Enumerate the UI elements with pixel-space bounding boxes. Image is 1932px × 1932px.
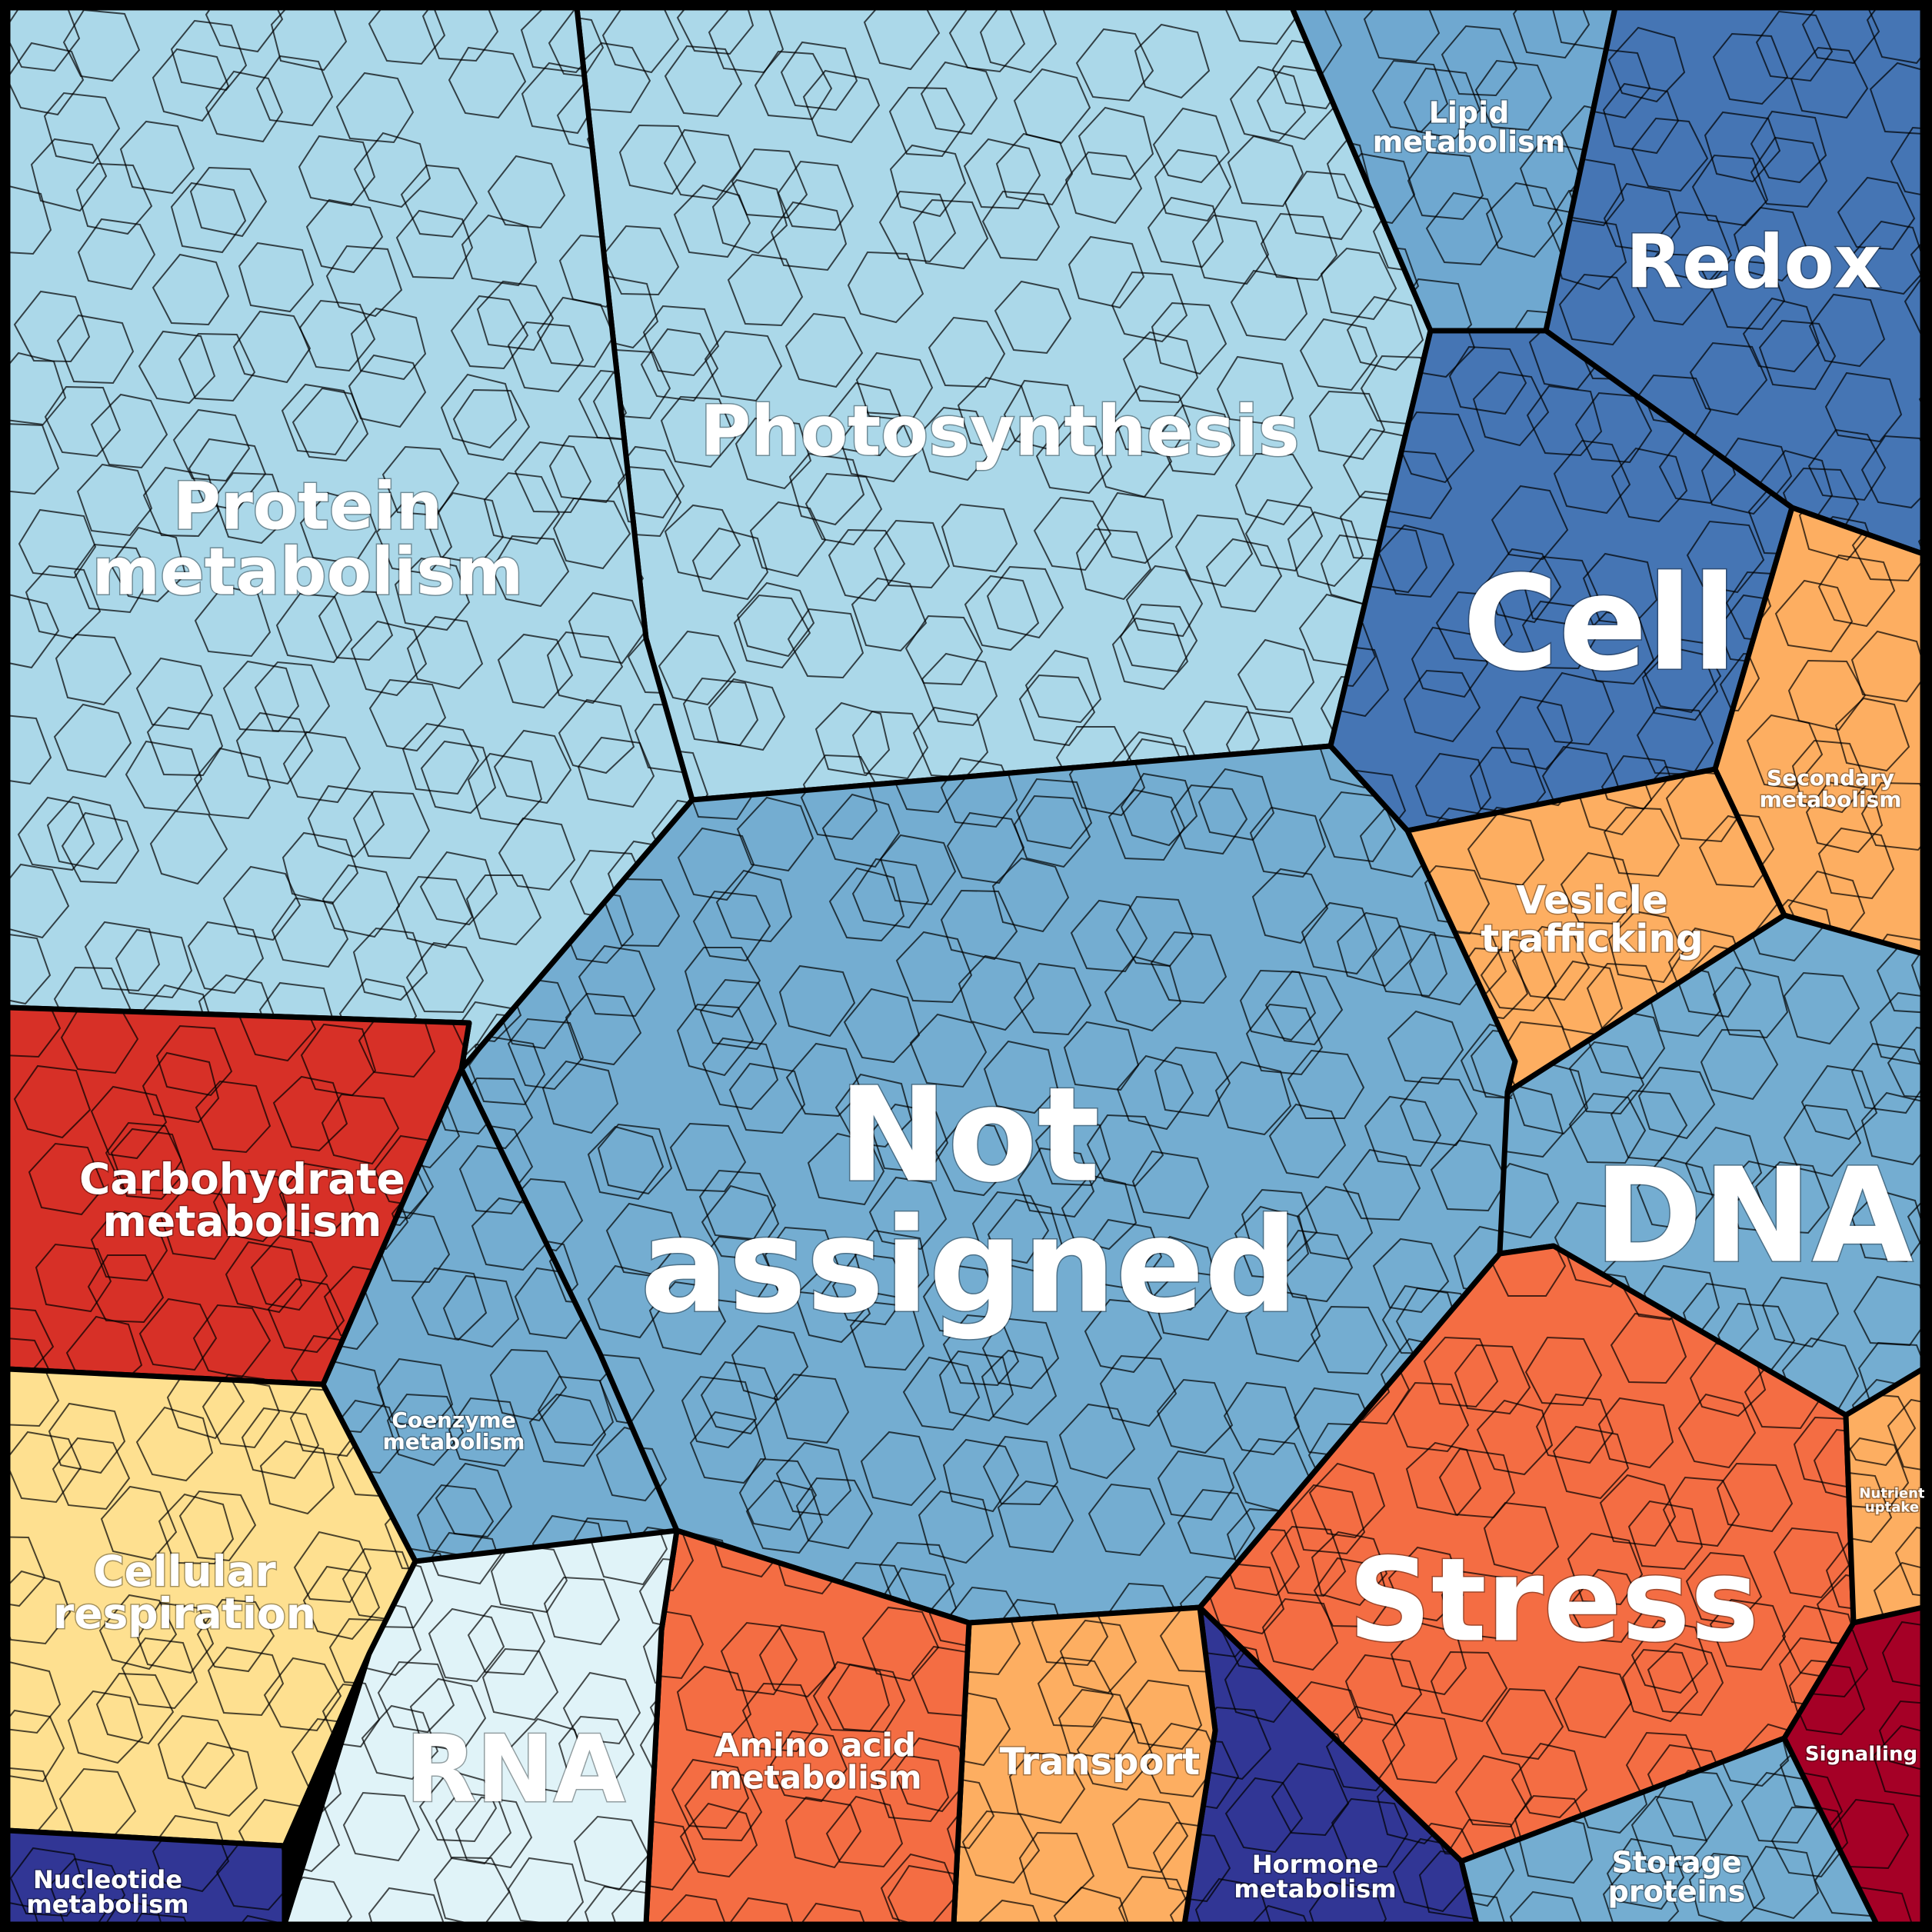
label-not-assigned: Not assigned [640, 1060, 1297, 1343]
label-redox: Redox [1626, 220, 1881, 305]
label-coenzyme-metabolism: Coenzyme metabolism [383, 1407, 525, 1454]
label-transport: Transport [1000, 1740, 1200, 1784]
label-storage-proteins: Storage proteins [1608, 1845, 1746, 1908]
label-signalling: Signalling [1805, 1743, 1917, 1766]
label-stress: Stress [1348, 1534, 1759, 1668]
label-secondary-metabolism: Secondary metabolism [1760, 765, 1902, 812]
label-nucleotide-metabolism: Nucleotide metabolism [26, 1865, 188, 1919]
label-cellular-respiration: Cellular respiration [53, 1547, 316, 1638]
label-carbohydrate-metabolism: Carbohydrate metabolism [79, 1154, 405, 1246]
label-dna: DNA [1594, 1141, 1914, 1293]
label-cell: Cell [1463, 548, 1737, 701]
label-photosynthesis: Photosynthesis [700, 391, 1299, 472]
subcells-transport [954, 1607, 1215, 1924]
label-rna: RNA [405, 1717, 625, 1824]
label-lipid-metabolism: Lipid metabolism [1373, 95, 1566, 158]
label-nutrient-uptake: Nutrient uptake [1859, 1485, 1925, 1515]
label-hormone-metabolism: Hormone metabolism [1234, 1850, 1396, 1904]
label-amino-acid-metabolism: Amino acid metabolism [708, 1727, 921, 1797]
label-protein-metabolism: Protein metabolism [92, 468, 524, 610]
subcells-nucleotide-metabolism [8, 1830, 285, 1924]
label-vesicle-trafficking: Vesicle trafficking [1481, 878, 1703, 961]
subcells-nutrient-uptake [1846, 1392, 1923, 1623]
